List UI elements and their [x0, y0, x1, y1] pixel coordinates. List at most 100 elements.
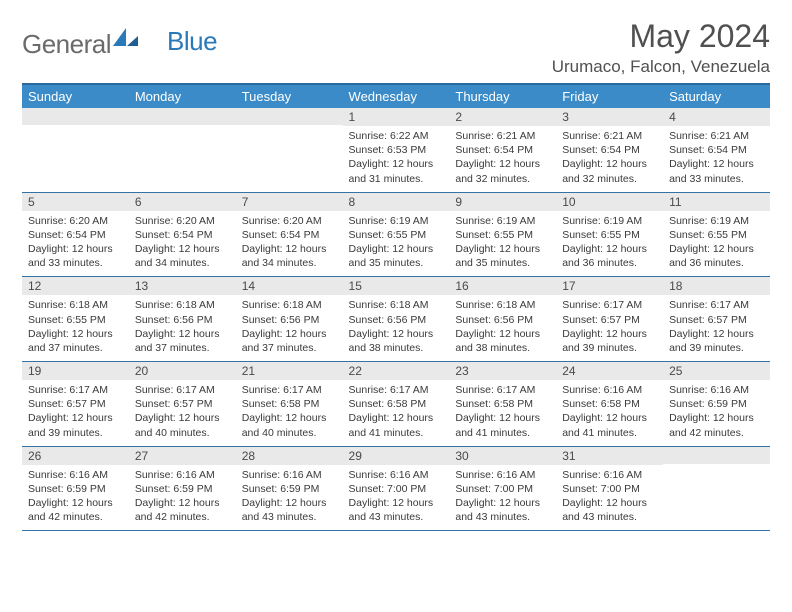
- day-details: Sunrise: 6:19 AMSunset: 6:55 PMDaylight:…: [556, 211, 663, 277]
- calendar-day-cell: 11Sunrise: 6:19 AMSunset: 6:55 PMDayligh…: [663, 192, 770, 277]
- day-details: Sunrise: 6:17 AMSunset: 6:57 PMDaylight:…: [22, 380, 129, 446]
- calendar-day-cell: 18Sunrise: 6:17 AMSunset: 6:57 PMDayligh…: [663, 277, 770, 362]
- day-number: 6: [129, 193, 236, 211]
- logo-text-2: Blue: [167, 26, 217, 57]
- day-number: 7: [236, 193, 343, 211]
- day-details: Sunrise: 6:16 AMSunset: 6:59 PMDaylight:…: [129, 465, 236, 531]
- calendar-page: General Blue May 2024 Urumaco, Falcon, V…: [0, 0, 792, 531]
- calendar-day-cell: 3Sunrise: 6:21 AMSunset: 6:54 PMDaylight…: [556, 108, 663, 192]
- calendar-day-cell: 29Sunrise: 6:16 AMSunset: 7:00 PMDayligh…: [343, 446, 450, 531]
- day-number: 19: [22, 362, 129, 380]
- calendar-week-row: 1Sunrise: 6:22 AMSunset: 6:53 PMDaylight…: [22, 108, 770, 192]
- calendar-day-cell: [236, 108, 343, 192]
- calendar-day-cell: 28Sunrise: 6:16 AMSunset: 6:59 PMDayligh…: [236, 446, 343, 531]
- day-number: 17: [556, 277, 663, 295]
- weekday-header: Thursday: [449, 84, 556, 108]
- day-details: Sunrise: 6:16 AMSunset: 6:59 PMDaylight:…: [663, 380, 770, 446]
- day-number: 21: [236, 362, 343, 380]
- calendar-day-cell: [663, 446, 770, 531]
- day-number: 2: [449, 108, 556, 126]
- day-number: 8: [343, 193, 450, 211]
- day-number: 12: [22, 277, 129, 295]
- day-number: 16: [449, 277, 556, 295]
- day-details: Sunrise: 6:17 AMSunset: 6:57 PMDaylight:…: [663, 295, 770, 361]
- day-details: Sunrise: 6:18 AMSunset: 6:56 PMDaylight:…: [236, 295, 343, 361]
- weekday-header: Friday: [556, 84, 663, 108]
- day-number: 27: [129, 447, 236, 465]
- title-block: May 2024 Urumaco, Falcon, Venezuela: [552, 18, 770, 77]
- calendar-day-cell: 12Sunrise: 6:18 AMSunset: 6:55 PMDayligh…: [22, 277, 129, 362]
- calendar-body: 1Sunrise: 6:22 AMSunset: 6:53 PMDaylight…: [22, 108, 770, 531]
- calendar-day-cell: 24Sunrise: 6:16 AMSunset: 6:58 PMDayligh…: [556, 362, 663, 447]
- day-number: 29: [343, 447, 450, 465]
- calendar-day-cell: 14Sunrise: 6:18 AMSunset: 6:56 PMDayligh…: [236, 277, 343, 362]
- header: General Blue May 2024 Urumaco, Falcon, V…: [22, 18, 770, 77]
- weekday-header: Saturday: [663, 84, 770, 108]
- day-number: 28: [236, 447, 343, 465]
- calendar-day-cell: 21Sunrise: 6:17 AMSunset: 6:58 PMDayligh…: [236, 362, 343, 447]
- calendar-day-cell: 31Sunrise: 6:16 AMSunset: 7:00 PMDayligh…: [556, 446, 663, 531]
- calendar-day-cell: 23Sunrise: 6:17 AMSunset: 6:58 PMDayligh…: [449, 362, 556, 447]
- location: Urumaco, Falcon, Venezuela: [552, 57, 770, 77]
- logo-sail-icon: [113, 28, 139, 53]
- day-number: 13: [129, 277, 236, 295]
- day-details: Sunrise: 6:21 AMSunset: 6:54 PMDaylight:…: [449, 126, 556, 192]
- day-details: Sunrise: 6:20 AMSunset: 6:54 PMDaylight:…: [236, 211, 343, 277]
- calendar-day-cell: 7Sunrise: 6:20 AMSunset: 6:54 PMDaylight…: [236, 192, 343, 277]
- day-number: 24: [556, 362, 663, 380]
- day-details: Sunrise: 6:20 AMSunset: 6:54 PMDaylight:…: [129, 211, 236, 277]
- day-number: 15: [343, 277, 450, 295]
- day-details: Sunrise: 6:16 AMSunset: 7:00 PMDaylight:…: [556, 465, 663, 531]
- day-number: 11: [663, 193, 770, 211]
- day-number: 25: [663, 362, 770, 380]
- day-details: Sunrise: 6:16 AMSunset: 6:59 PMDaylight:…: [22, 465, 129, 531]
- day-details: Sunrise: 6:19 AMSunset: 6:55 PMDaylight:…: [343, 211, 450, 277]
- day-details: Sunrise: 6:17 AMSunset: 6:57 PMDaylight:…: [129, 380, 236, 446]
- day-number: 3: [556, 108, 663, 126]
- day-details: Sunrise: 6:17 AMSunset: 6:58 PMDaylight:…: [449, 380, 556, 446]
- calendar-day-cell: 4Sunrise: 6:21 AMSunset: 6:54 PMDaylight…: [663, 108, 770, 192]
- day-number: 9: [449, 193, 556, 211]
- calendar-day-cell: 26Sunrise: 6:16 AMSunset: 6:59 PMDayligh…: [22, 446, 129, 531]
- day-number: 5: [22, 193, 129, 211]
- day-number: 18: [663, 277, 770, 295]
- logo-text-1: General: [22, 29, 111, 60]
- calendar-week-row: 12Sunrise: 6:18 AMSunset: 6:55 PMDayligh…: [22, 277, 770, 362]
- calendar-day-cell: 22Sunrise: 6:17 AMSunset: 6:58 PMDayligh…: [343, 362, 450, 447]
- calendar-day-cell: [129, 108, 236, 192]
- calendar-header-row: SundayMondayTuesdayWednesdayThursdayFrid…: [22, 84, 770, 108]
- day-details: Sunrise: 6:18 AMSunset: 6:56 PMDaylight:…: [343, 295, 450, 361]
- calendar-day-cell: 6Sunrise: 6:20 AMSunset: 6:54 PMDaylight…: [129, 192, 236, 277]
- day-details: Sunrise: 6:21 AMSunset: 6:54 PMDaylight:…: [663, 126, 770, 192]
- calendar-day-cell: 25Sunrise: 6:16 AMSunset: 6:59 PMDayligh…: [663, 362, 770, 447]
- day-number: 20: [129, 362, 236, 380]
- weekday-header: Monday: [129, 84, 236, 108]
- day-details: Sunrise: 6:21 AMSunset: 6:54 PMDaylight:…: [556, 126, 663, 192]
- day-number: 10: [556, 193, 663, 211]
- weekday-header: Wednesday: [343, 84, 450, 108]
- day-number: 23: [449, 362, 556, 380]
- day-details: Sunrise: 6:18 AMSunset: 6:55 PMDaylight:…: [22, 295, 129, 361]
- calendar-week-row: 5Sunrise: 6:20 AMSunset: 6:54 PMDaylight…: [22, 192, 770, 277]
- day-number: 1: [343, 108, 450, 126]
- day-details: Sunrise: 6:16 AMSunset: 7:00 PMDaylight:…: [449, 465, 556, 531]
- calendar-day-cell: 9Sunrise: 6:19 AMSunset: 6:55 PMDaylight…: [449, 192, 556, 277]
- day-details: Sunrise: 6:16 AMSunset: 7:00 PMDaylight:…: [343, 465, 450, 531]
- calendar-day-cell: 27Sunrise: 6:16 AMSunset: 6:59 PMDayligh…: [129, 446, 236, 531]
- day-details: Sunrise: 6:22 AMSunset: 6:53 PMDaylight:…: [343, 126, 450, 192]
- calendar-day-cell: 10Sunrise: 6:19 AMSunset: 6:55 PMDayligh…: [556, 192, 663, 277]
- calendar-day-cell: 17Sunrise: 6:17 AMSunset: 6:57 PMDayligh…: [556, 277, 663, 362]
- day-number: 4: [663, 108, 770, 126]
- calendar-week-row: 19Sunrise: 6:17 AMSunset: 6:57 PMDayligh…: [22, 362, 770, 447]
- logo: General Blue: [22, 28, 217, 61]
- month-title: May 2024: [552, 18, 770, 55]
- weekday-header: Tuesday: [236, 84, 343, 108]
- day-details: Sunrise: 6:19 AMSunset: 6:55 PMDaylight:…: [449, 211, 556, 277]
- day-details: Sunrise: 6:18 AMSunset: 6:56 PMDaylight:…: [449, 295, 556, 361]
- calendar-day-cell: 20Sunrise: 6:17 AMSunset: 6:57 PMDayligh…: [129, 362, 236, 447]
- calendar-day-cell: 30Sunrise: 6:16 AMSunset: 7:00 PMDayligh…: [449, 446, 556, 531]
- day-details: Sunrise: 6:18 AMSunset: 6:56 PMDaylight:…: [129, 295, 236, 361]
- day-number: 14: [236, 277, 343, 295]
- day-details: Sunrise: 6:17 AMSunset: 6:58 PMDaylight:…: [236, 380, 343, 446]
- calendar-table: SundayMondayTuesdayWednesdayThursdayFrid…: [22, 83, 770, 531]
